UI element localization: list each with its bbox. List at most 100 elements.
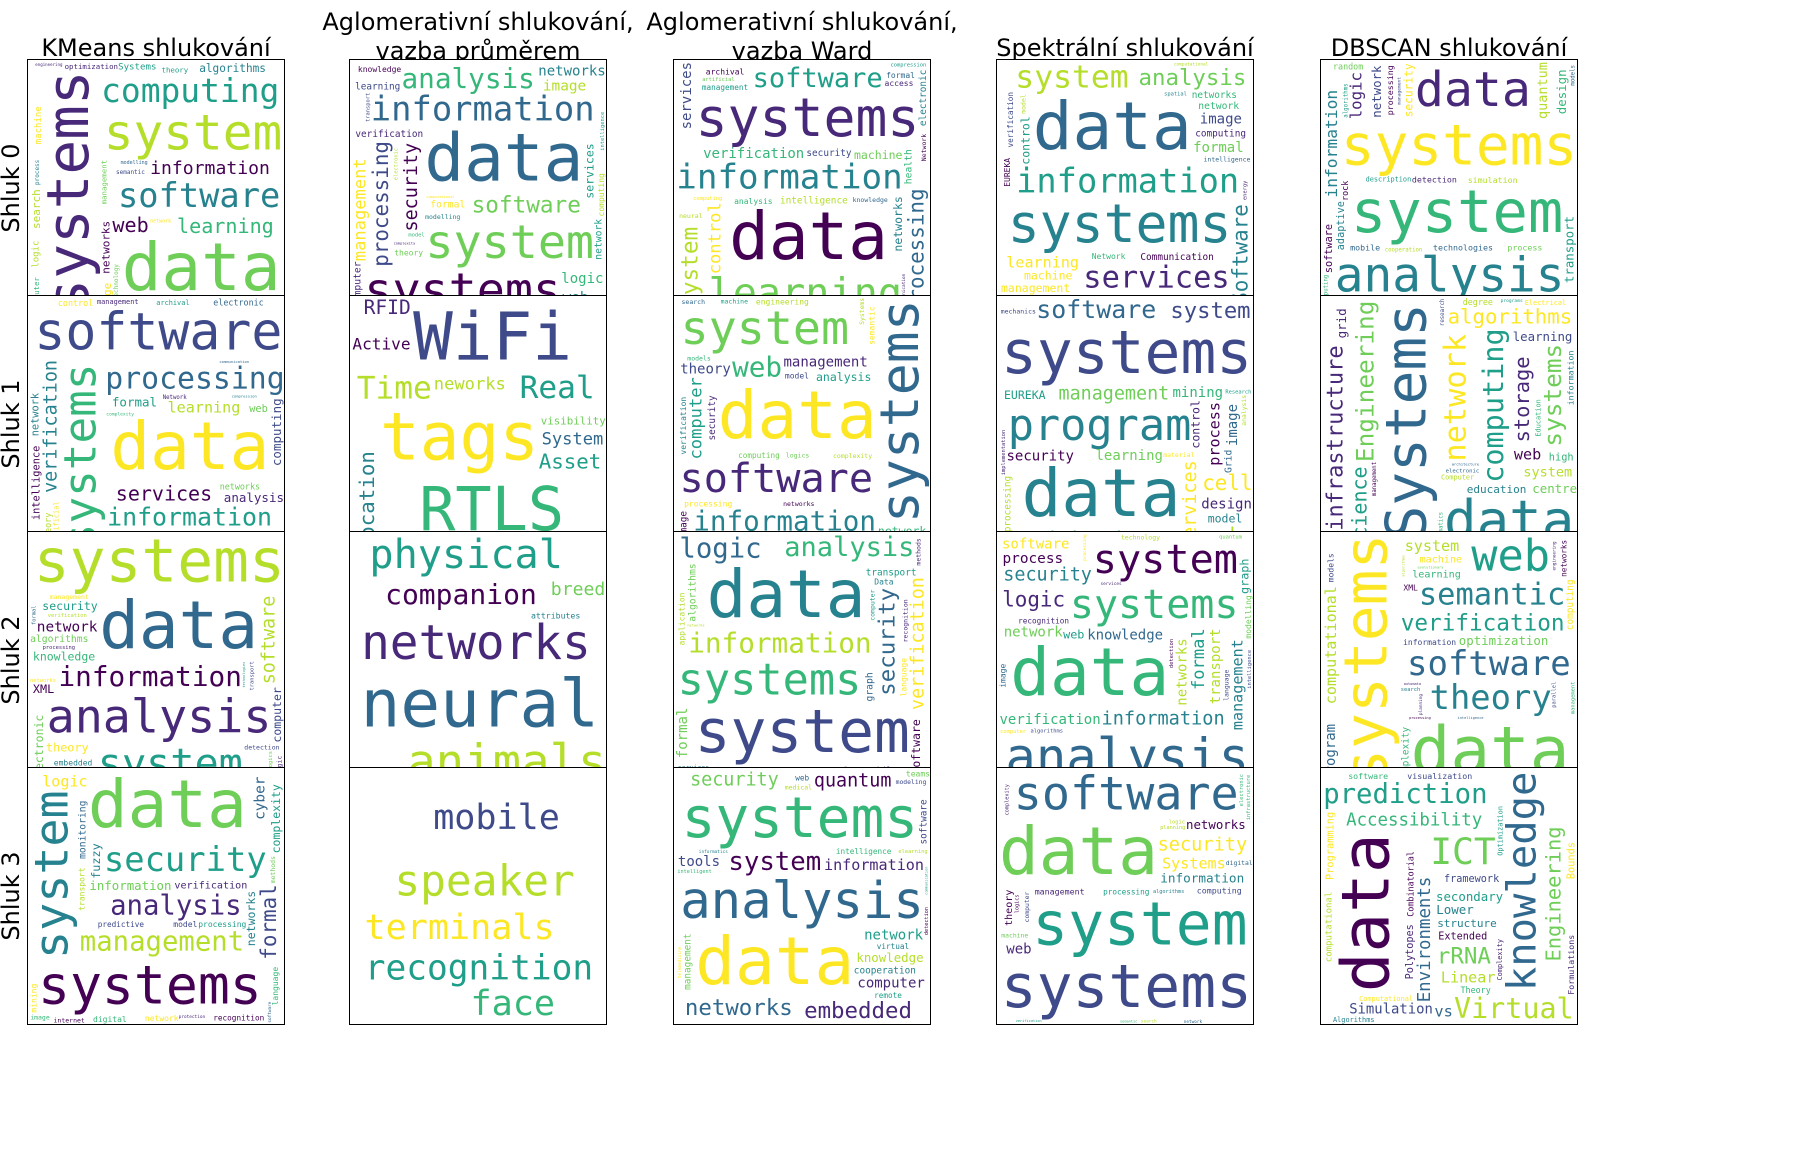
cloud-word: verification [703, 146, 804, 162]
cloud-word: network [145, 1014, 179, 1023]
cloud-word: System [542, 430, 604, 450]
cloud-word: neural [361, 666, 599, 743]
cloud-word: processing [198, 920, 246, 929]
cloud-word: model [1208, 512, 1243, 526]
cloud-word: management [97, 298, 139, 306]
wordcloud-svg: datasystemssysteminformationanalysissoft… [351, 62, 606, 316]
cloud-word: technologies [242, 662, 246, 688]
cloud-word: logic [561, 271, 603, 287]
cloud-word: knowledge [1087, 627, 1163, 643]
wordcloud-panel: data systems system information analysis soft… [349, 59, 607, 317]
cloud-word: terminals [365, 907, 555, 948]
cloud-word: algorithms [1344, 83, 1350, 117]
cloud-word: web [732, 350, 782, 383]
cloud-word: analysis [47, 691, 272, 745]
cloud-word: security [806, 148, 852, 159]
cloud-word: machine [721, 298, 748, 306]
cloud-word: logic [32, 241, 42, 268]
cloud-word: system [1032, 891, 1247, 960]
cloud-word: systems [1341, 114, 1577, 179]
cloud-word: Simulation [1349, 1002, 1433, 1018]
cloud-word: intelligence [1204, 156, 1251, 164]
cloud-word: machine [854, 148, 903, 162]
cloud-word: breed [551, 579, 605, 600]
cloud-word: companion [385, 578, 537, 611]
cloud-word: data [1022, 455, 1181, 532]
column-title-line: Aglomerativní shlukování, [646, 8, 958, 36]
cloud-word: computational [1174, 62, 1209, 68]
wordcloud-svg: neuralnetworkscompanionanimalsphysicalbr… [361, 532, 606, 788]
cloud-word: security [707, 395, 718, 441]
cloud-word: management [1035, 886, 1085, 896]
cloud-word: transport [366, 93, 372, 122]
cloud-word: Active [352, 335, 410, 354]
cloud-word: analysis [1139, 65, 1247, 91]
cloud-word: simulation [1468, 175, 1518, 185]
cloud-word: electronic [32, 715, 46, 784]
cloud-word: formal [32, 606, 38, 625]
cloud-word: Linear [1441, 969, 1496, 987]
cloud-word: systems [1008, 193, 1232, 255]
cloud-word: protection [179, 1014, 206, 1020]
wordcloud-panel: data systems system software information secu… [996, 767, 1254, 1025]
cloud-word: Accessibility [1346, 810, 1482, 830]
cloud-word: process [1206, 402, 1224, 466]
cloud-word: Engineering [1351, 301, 1380, 463]
cloud-word: security [1007, 449, 1074, 465]
cloud-word: mining [1173, 385, 1224, 401]
cloud-word: systems [1070, 582, 1239, 628]
cloud-word: data [695, 923, 854, 1000]
wordcloud-panel: data systems system software information comp… [27, 59, 285, 317]
cloud-word: data [122, 229, 281, 306]
cloud-word: software [472, 193, 581, 219]
cloud-word: processing [369, 141, 393, 267]
cloud-word: detection [1412, 175, 1457, 185]
cloud-word: complexity [394, 242, 416, 246]
cloud-word: Data [874, 578, 893, 587]
cloud-word: cooperation [854, 965, 916, 976]
cloud-word: learning [177, 214, 274, 238]
cloud-word: software [753, 63, 883, 94]
cloud-word: Theory [1461, 985, 1491, 995]
wordcloud-svg: datasystemssysteminformationsoftwareweba… [679, 298, 930, 553]
cloud-word: image [679, 511, 690, 540]
cloud-word: model [408, 232, 424, 238]
cloud-word: systems [34, 70, 102, 313]
cloud-word: services [1101, 581, 1123, 587]
row-label: Shluk 1 [0, 379, 25, 469]
cloud-word: Software [1229, 204, 1253, 305]
cloud-word: XML [33, 682, 54, 696]
cloud-word: electronic [1446, 469, 1480, 475]
cloud-word: machine [1024, 269, 1073, 283]
cloud-word: security [1003, 565, 1092, 586]
cloud-word: Electrical [1525, 299, 1567, 307]
cloud-word: web [1514, 446, 1541, 464]
cloud-word: information [59, 660, 242, 693]
cloud-word: search [1401, 687, 1420, 693]
cloud-word: computer [1023, 891, 1031, 922]
cloud-word: computing [101, 71, 279, 110]
cloud-word: graph [865, 672, 876, 701]
cloud-word: compression [891, 62, 927, 68]
wordcloud-panel: WiFi tags RTLS Time Real System Location nework… [349, 295, 607, 553]
column-title: Aglomerativní shlukování, vazba průměrem [322, 8, 633, 66]
wordcloud-panel: data systems system security analysis managem… [27, 767, 285, 1025]
cloud-word: verification [1016, 1019, 1042, 1023]
cloud-word: image [1225, 404, 1241, 446]
cloud-word: software [680, 456, 874, 502]
cloud-word: verification [174, 881, 247, 892]
cloud-word: methods [915, 538, 923, 565]
cloud-word: search [682, 298, 706, 306]
cloud-word: Complexity [1496, 939, 1504, 981]
cloud-word: computing [1477, 328, 1510, 482]
cloud-word: Algorithms [1333, 1016, 1375, 1024]
cloud-word: management [1570, 682, 1576, 714]
cloud-word: degree [1463, 297, 1493, 307]
row-label: Shluk 0 [0, 143, 25, 233]
cloud-word: information [1403, 638, 1456, 647]
cloud-word: processing [684, 500, 732, 509]
cloud-word: software [34, 302, 282, 362]
cloud-word: computing [738, 451, 780, 460]
